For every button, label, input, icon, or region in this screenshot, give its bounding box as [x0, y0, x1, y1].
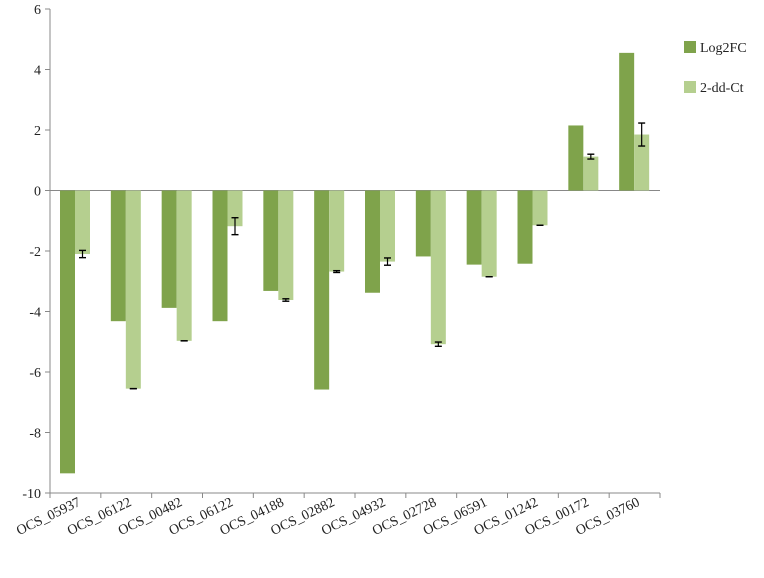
bar-2-dd-ct — [532, 190, 548, 226]
bar-2-dd-ct — [176, 190, 192, 341]
bar-log2fc — [110, 190, 126, 322]
y-tick-label: -2 — [29, 245, 41, 260]
y-tick-label: -4 — [29, 306, 41, 321]
bar-2-dd-ct — [583, 156, 599, 191]
bar-2-dd-ct — [634, 134, 650, 191]
bar-log2fc — [415, 190, 431, 257]
legend-swatch — [684, 41, 696, 53]
y-tick-label: 0 — [34, 185, 41, 200]
bar-log2fc — [161, 190, 177, 308]
bar-2-dd-ct — [75, 190, 90, 255]
bar-2-dd-ct — [278, 190, 294, 301]
y-tick-label: 4 — [34, 64, 41, 79]
bar-2-dd-ct — [481, 190, 497, 277]
error-bar — [282, 298, 290, 302]
bar-log2fc — [60, 190, 75, 474]
bar-log2fc — [365, 190, 380, 293]
bar-2-dd-ct — [227, 190, 243, 227]
bar-log2fc — [619, 52, 635, 191]
bar-log2fc — [314, 190, 330, 390]
bar-2-dd-ct — [125, 190, 141, 389]
y-tick-label: 6 — [34, 3, 41, 18]
legend-swatch — [684, 81, 696, 93]
bar-log2fc — [568, 125, 584, 191]
bar-2-dd-ct — [329, 190, 345, 272]
y-tick-label: -8 — [29, 427, 41, 442]
bar-log2fc — [517, 190, 533, 264]
chart-legend: Log2FC 2-dd-Ct — [684, 41, 747, 96]
chart-bars — [60, 52, 650, 474]
error-bar — [434, 341, 442, 347]
legend-label: 2-dd-Ct — [700, 81, 744, 96]
bar-log2fc — [466, 190, 482, 265]
error-bar — [587, 153, 595, 160]
y-tick-label: 2 — [34, 124, 41, 139]
bar-2-dd-ct — [380, 190, 395, 262]
error-bar — [231, 217, 239, 236]
error-bar — [384, 257, 391, 266]
chart-axes — [45, 8, 661, 498]
bar-log2fc — [263, 190, 279, 291]
y-tick-label: -6 — [29, 366, 41, 381]
error-bar — [79, 249, 86, 259]
bar-2-dd-ct — [430, 190, 446, 345]
legend-label: Log2FC — [700, 41, 747, 56]
error-bar — [638, 122, 646, 147]
y-tick-label: -10 — [22, 487, 41, 502]
error-bar — [333, 269, 341, 274]
bar-log2fc — [212, 190, 228, 322]
